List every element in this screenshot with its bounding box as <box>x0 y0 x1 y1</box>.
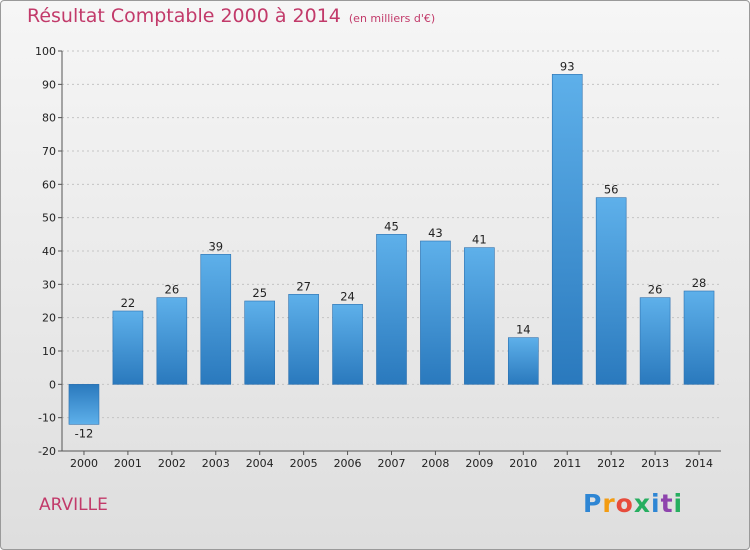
data-label-2001: 22 <box>121 296 136 310</box>
logo-letter: t <box>660 489 674 518</box>
data-label-2010: 14 <box>516 323 531 337</box>
x-tick-label-2005: 2005 <box>290 457 318 470</box>
x-tick-label-2000: 2000 <box>70 457 98 470</box>
bar-2000 <box>68 384 100 425</box>
data-label-2004: 25 <box>252 286 267 300</box>
data-label-2007: 45 <box>384 219 399 233</box>
bar-2007 <box>376 234 407 385</box>
bar-2006 <box>332 304 363 385</box>
data-label-2011: 93 <box>560 59 575 73</box>
x-tick-label-2010: 2010 <box>509 457 537 470</box>
proxiti-logo: Proxiti <box>583 489 683 518</box>
commune-name: ARVILLE <box>39 495 108 515</box>
x-tick-label-2002: 2002 <box>158 457 186 470</box>
bar-2012 <box>595 197 627 385</box>
x-tick-label-2006: 2006 <box>334 457 362 470</box>
bar-2011 <box>551 74 583 385</box>
x-tick-label-2014: 2014 <box>685 457 713 470</box>
data-label-2006: 24 <box>340 289 355 303</box>
bar-2001 <box>112 310 144 385</box>
chart-title: Résultat Comptable 2000 à 2014 <box>27 5 341 27</box>
data-label-2000: -12 <box>75 426 94 440</box>
y-tick-label: -20 <box>38 445 56 458</box>
y-tick-label: 0 <box>49 378 56 391</box>
bar-2008 <box>420 240 451 385</box>
logo-letter: o <box>615 489 634 518</box>
y-tick-label: 20 <box>42 312 56 325</box>
bar-2004 <box>244 300 275 385</box>
bar-2005 <box>288 294 319 385</box>
y-tick-label: 100 <box>35 45 56 58</box>
x-tick-label-2007: 2007 <box>378 457 406 470</box>
x-tick-label-2009: 2009 <box>465 457 493 470</box>
bar-2002 <box>156 297 188 385</box>
data-label-2009: 41 <box>472 233 487 247</box>
data-label-2002: 26 <box>165 283 180 297</box>
data-label-2014: 28 <box>692 276 707 290</box>
bar-2009 <box>464 247 495 385</box>
logo-letter: r <box>602 489 616 518</box>
logo-letter: i <box>673 489 684 518</box>
data-label-2003: 39 <box>208 239 223 253</box>
y-tick-label: 80 <box>42 112 56 125</box>
data-label-2005: 27 <box>296 279 311 293</box>
chart-subtitle: (en milliers d'€) <box>348 12 436 25</box>
logo-letter: i <box>651 489 661 518</box>
logo-letter: P <box>583 489 603 518</box>
x-tick-label-2013: 2013 <box>641 457 669 470</box>
x-tick-label-2004: 2004 <box>246 457 274 470</box>
x-tick-label-2008: 2008 <box>421 457 449 470</box>
x-tick-label-2011: 2011 <box>553 457 581 470</box>
chart-title-group: Résultat Comptable 2000 à 2014 (en millie… <box>27 5 435 27</box>
bar-2014 <box>683 290 715 385</box>
y-tick-label: 10 <box>42 345 56 358</box>
logo-letter: x <box>633 489 651 518</box>
data-label-2012: 56 <box>604 183 619 197</box>
y-tick-label: 60 <box>42 178 56 191</box>
bar-2010 <box>507 337 539 385</box>
bar-2003 <box>200 254 232 385</box>
bar-2013 <box>639 297 671 385</box>
x-tick-label-2012: 2012 <box>597 457 625 470</box>
y-tick-label: 90 <box>42 78 56 91</box>
data-label-2013: 26 <box>648 283 663 297</box>
x-tick-label-2003: 2003 <box>202 457 230 470</box>
y-tick-label: 50 <box>42 212 56 225</box>
y-tick-label: 70 <box>42 145 56 158</box>
y-tick-label: 30 <box>42 278 56 291</box>
y-tick-label: -10 <box>38 412 56 425</box>
data-label-2008: 43 <box>428 226 443 240</box>
x-tick-label-2001: 2001 <box>114 457 142 470</box>
y-tick-label: 40 <box>42 245 56 258</box>
